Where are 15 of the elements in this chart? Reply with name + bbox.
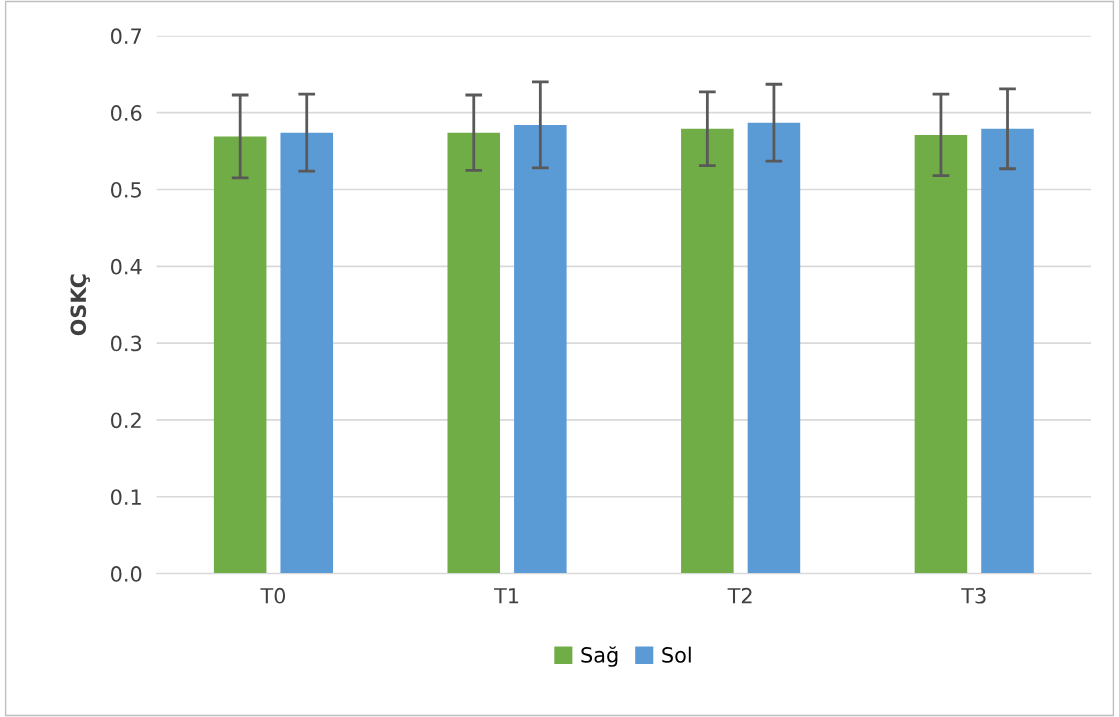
y-tick-label: 0.1: [111, 489, 141, 505]
y-axis-title: OSKÇ: [70, 274, 90, 336]
legend-label: Sağ: [581, 646, 618, 667]
y-tick-label: 0.2: [111, 412, 141, 429]
y-tick-label: 0.3: [111, 335, 142, 352]
x-tick-label: T3: [961, 587, 986, 604]
y-tick-label: 0.5: [111, 181, 141, 198]
y-tick-label: 0.6: [111, 105, 142, 121]
y-tick-label: 0.4: [111, 258, 142, 275]
y-tick-label: 0.0: [111, 566, 142, 582]
legend-label: Sol: [662, 646, 691, 663]
x-tick-label: T2: [727, 587, 752, 604]
y-tick-label: 0.7: [111, 28, 141, 45]
x-tick-label: T1: [494, 588, 519, 604]
x-tick-label: T0: [260, 587, 286, 604]
